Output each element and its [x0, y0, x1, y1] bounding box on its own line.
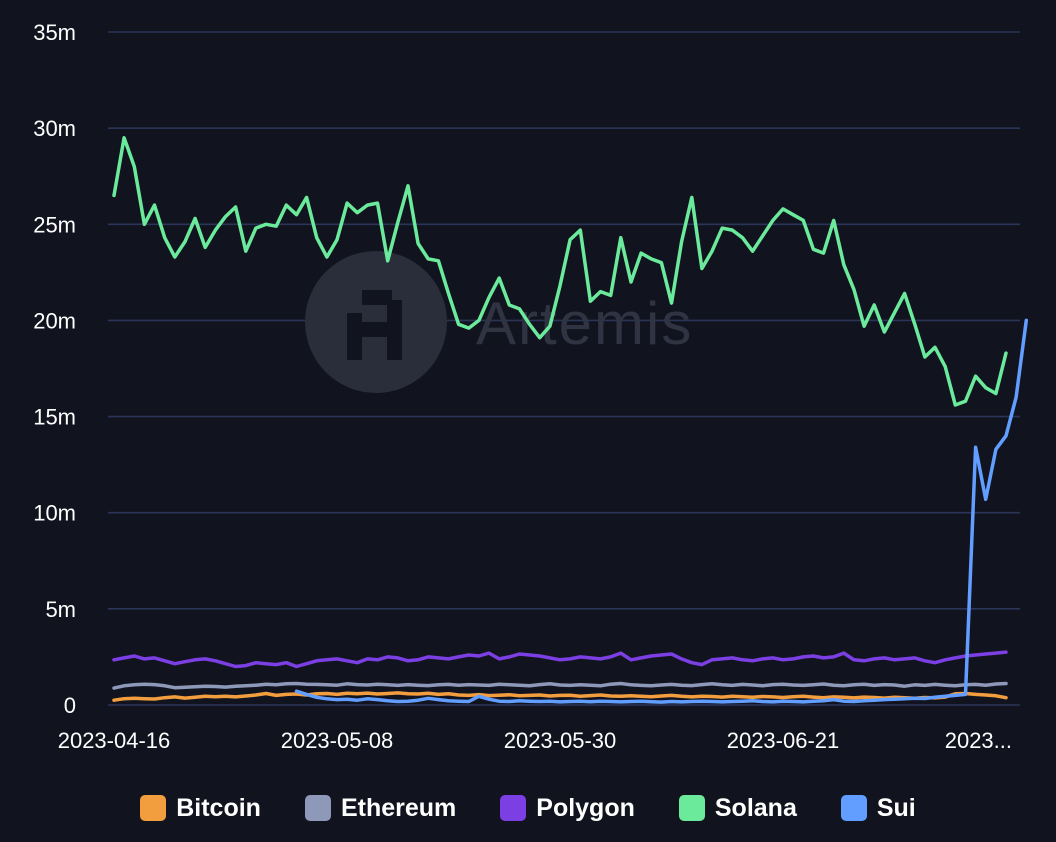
- y-tick-label: 20m: [33, 308, 76, 333]
- series-line-sui[interactable]: [294, 318, 1029, 704]
- line-chart: Artemis 0 5m 10m 15m 20m 25m 30m 35m 2023-04-16…: [33, 20, 1029, 753]
- y-tick-label: 0: [64, 693, 76, 718]
- gridlines: [108, 31, 1020, 706]
- legend-item-bitcoin[interactable]: Bitcoin: [140, 794, 261, 823]
- chart-legend: Bitcoin Ethereum Polygon Solana Sui: [0, 786, 1056, 830]
- y-tick-label: 15m: [33, 405, 76, 430]
- legend-swatch-icon: [840, 795, 867, 821]
- x-tick-label: 2023-05-08: [281, 728, 394, 753]
- y-tick-label: 35m: [33, 20, 76, 45]
- legend-item-ethereum[interactable]: Ethereum: [304, 793, 457, 823]
- x-tick-label: 2023...: [945, 728, 1012, 753]
- x-tick-label: 2023-04-16: [58, 728, 171, 753]
- series-line-bitcoin[interactable]: [112, 691, 1008, 702]
- x-axis: 2023-04-16 2023-05-08 2023-05-30 2023-06-21…: [58, 728, 1012, 753]
- y-tick-label: 30m: [33, 116, 76, 141]
- series-line-ethereum[interactable]: [112, 681, 1008, 690]
- legend-swatch-icon: [140, 795, 167, 821]
- y-tick-label: 10m: [33, 501, 76, 526]
- legend-swatch-icon: [678, 795, 705, 821]
- legend-item-polygon[interactable]: Polygon: [500, 794, 635, 823]
- artemis-watermark: Artemis: [305, 251, 693, 393]
- legend-item-solana[interactable]: Solana: [678, 793, 797, 823]
- series-line-polygon[interactable]: [112, 650, 1008, 669]
- legend-label: Sui: [876, 793, 916, 822]
- y-tick-label: 5m: [45, 597, 76, 622]
- artemis-logo-mark: [347, 290, 402, 360]
- legend-swatch-icon: [500, 795, 527, 821]
- x-tick-label: 2023-06-21: [727, 728, 840, 753]
- y-axis: 0 5m 10m 15m 20m 25m 30m 35m: [33, 20, 76, 718]
- legend-item-sui[interactable]: Sui: [840, 793, 916, 823]
- series-lines: [112, 136, 1029, 704]
- legend-label: Bitcoin: [176, 793, 261, 822]
- legend-label: Polygon: [536, 793, 635, 822]
- artemis-watermark-text: Artemis: [476, 290, 693, 357]
- x-tick-label: 2023-05-30: [504, 728, 617, 753]
- series-line-solana[interactable]: [112, 136, 1008, 407]
- y-tick-label: 25m: [33, 212, 76, 237]
- legend-swatch-icon: [304, 795, 331, 821]
- legend-label: Solana: [714, 793, 797, 822]
- legend-label: Ethereum: [340, 793, 457, 822]
